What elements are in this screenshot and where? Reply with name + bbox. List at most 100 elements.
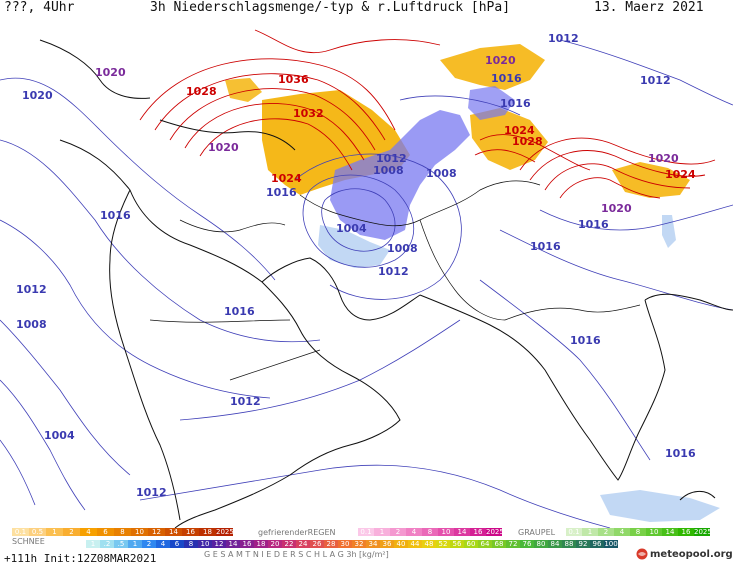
coastline — [419, 294, 666, 481]
isobar-line — [519, 137, 716, 171]
brand-logo[interactable]: meteopool.org — [636, 546, 733, 562]
isobar-line — [479, 134, 591, 171]
legend-swatch: 56 — [450, 540, 464, 548]
legend-swatch: 22 — [282, 540, 296, 548]
snow-legend-title: SCHNEE — [12, 537, 45, 546]
legend-swatch: 28 — [324, 540, 338, 548]
coastlines — [39, 39, 733, 528]
isobar-line — [399, 95, 521, 116]
legend-swatch: 36 — [380, 540, 394, 548]
legend-swatch: 8 — [184, 540, 198, 548]
legend-swatch: 12 — [148, 528, 165, 536]
legend-swatch: 2 — [390, 528, 406, 536]
isobar-label: 1016 — [570, 334, 601, 347]
coastline — [59, 139, 401, 528]
isobar-label: 1020 — [648, 152, 679, 165]
isobar-line — [559, 39, 733, 106]
legend-swatch: 30 — [338, 540, 352, 548]
forecast-date: 13. Maerz 2021 — [594, 0, 704, 15]
legend-swatch: 40 — [394, 540, 408, 548]
isobar-line — [139, 58, 396, 131]
legend-swatch: 0.5 — [29, 528, 46, 536]
legend-swatch: 8 — [422, 528, 438, 536]
weather-map: 1036 1032 1028 1024 1024 1028 1024 1020 … — [0, 29, 733, 528]
legend-swatch: 26 — [310, 540, 324, 548]
isobar-line — [199, 118, 353, 171]
coastline — [39, 39, 151, 99]
legend-swatch: 1 — [374, 528, 390, 536]
legend-swatch: 10 — [646, 528, 662, 536]
isobar-line — [179, 319, 461, 421]
legend-swatch: 14 — [662, 528, 678, 536]
legend-swatch: 16 — [470, 528, 486, 536]
coastline — [644, 293, 733, 311]
isobars-low — [0, 39, 733, 528]
legend-swatch: 2025+ — [486, 528, 502, 536]
isobar-line — [0, 319, 131, 476]
isobars-high — [139, 29, 716, 199]
isobar-label: 1020 — [601, 202, 632, 215]
isobar-line — [544, 163, 691, 191]
legend-swatch: 8 — [630, 528, 646, 536]
isobar-label: 1004 — [336, 222, 367, 235]
isobar-line — [139, 464, 611, 528]
light-rain-area — [600, 490, 720, 522]
legend-swatch: 10 — [198, 540, 212, 548]
legend-swatch: 34 — [366, 540, 380, 548]
isobar-label: 1008 — [16, 318, 47, 331]
legend-swatch: 2025+ — [216, 528, 233, 536]
isobar-label: 1012 — [640, 74, 671, 87]
legend-swatch: 8 — [114, 528, 131, 536]
isobar-line — [474, 149, 536, 163]
coastline — [159, 119, 296, 151]
legend-swatch: 6 — [170, 540, 184, 548]
isobar-label: 1012 — [378, 265, 409, 278]
legend-swatch: 60 — [464, 540, 478, 548]
border — [149, 319, 291, 323]
isobar-line — [0, 439, 36, 506]
legend-swatch: 20 — [268, 540, 282, 548]
isobar-label: 1016 — [500, 97, 531, 110]
isobar-label: 1020 — [208, 141, 239, 154]
isobar-line — [559, 177, 661, 199]
isobar-line — [302, 174, 415, 268]
legend-swatch: 16 — [240, 540, 254, 548]
legend-swatch: 14 — [454, 528, 470, 536]
model-run-info: +111h Init:12Z08MAR2021 — [4, 552, 157, 565]
freezing-rain-legend-title: gefrierenderREGEN — [258, 528, 336, 537]
legend-swatch: 10 — [438, 528, 454, 536]
isobar-label: 1012 — [136, 486, 167, 499]
legend-swatch: 72 — [506, 540, 520, 548]
legend-swatch: 88 — [562, 540, 576, 548]
legend-swatch: 80 — [534, 540, 548, 548]
rain-area — [468, 86, 515, 120]
isobar-line — [321, 188, 396, 252]
isobar-label: 1036 — [278, 73, 309, 86]
legend-swatch: 44 — [408, 540, 422, 548]
total-legend-title: G E S A M T N I E D E R S C H L A G 3h [… — [204, 550, 389, 559]
isobar-label: 1012 — [16, 283, 47, 296]
legend-swatch: 1 — [582, 528, 598, 536]
snow-area — [440, 44, 545, 90]
coastline — [109, 189, 181, 521]
legend-swatch: 2 — [598, 528, 614, 536]
legend-swatch: 4 — [406, 528, 422, 536]
legend-swatch: 6 — [97, 528, 114, 536]
border — [419, 219, 506, 321]
legend-swatch: 76 — [520, 540, 534, 548]
isobar-label: 1020 — [485, 54, 516, 67]
legend-swatch: 4 — [156, 540, 170, 548]
isobar-label: 1028 — [186, 85, 217, 98]
precipitation-layer — [225, 44, 720, 522]
isobar-line — [294, 153, 462, 300]
map-title: 3h Niederschlagsmenge/-typ & r.Luftdruck… — [150, 0, 511, 15]
legend-swatch: 1 — [86, 540, 100, 548]
legend-swatch: 14 — [226, 540, 240, 548]
legend-swatch: .2 — [100, 540, 114, 548]
snow-area — [225, 78, 262, 102]
isobar-label: 1008 — [373, 164, 404, 177]
